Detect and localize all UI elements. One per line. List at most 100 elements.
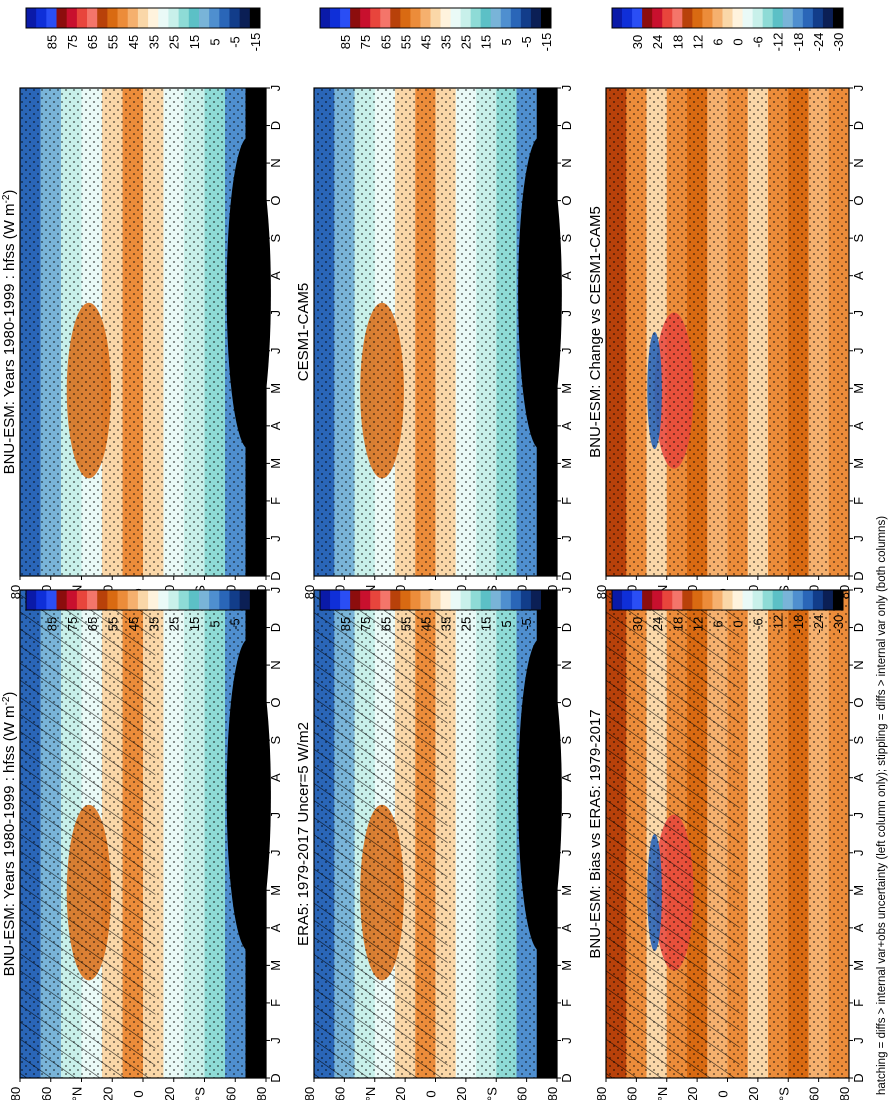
colorbar-swatch	[117, 590, 129, 610]
colorbar-swatch	[450, 590, 462, 610]
month-tick-label: O	[268, 196, 283, 206]
colorbar-label: -15	[248, 33, 263, 52]
colorbar-swatch	[480, 8, 492, 28]
colorbar-swatch	[652, 8, 663, 28]
colorbar-swatch	[390, 8, 401, 28]
colorbar-label: 25	[167, 617, 182, 631]
colorbar-frame	[611, 7, 844, 29]
month-tick-label: S	[559, 233, 574, 242]
panel-title: BNU-ESM: Years 1980-1999 : hfss (W m-2)	[1, 692, 19, 977]
lat-tick-label: 60	[39, 1087, 54, 1100]
colorbar-swatch	[500, 8, 512, 28]
colorbar-swatch	[662, 590, 673, 610]
month-tick-label: J	[559, 850, 574, 857]
colorbar-swatch	[812, 590, 824, 610]
lat-tick-label: °N	[70, 1087, 85, 1100]
month-tick-label: A	[559, 923, 574, 932]
colorbar-swatch	[510, 590, 522, 610]
colorbar-swatch	[530, 590, 542, 610]
lat-tick-label: °N	[363, 1087, 378, 1100]
colorbar-swatch	[722, 590, 733, 610]
month-tick-label: D	[559, 1073, 574, 1082]
colorbar-swatch	[370, 590, 381, 610]
colorbar-label: 6	[710, 620, 725, 627]
month-tick-label: A	[559, 421, 574, 430]
month-tick-label: S	[268, 735, 283, 744]
lat-tick-label: 80	[8, 1087, 23, 1100]
lat-tick-label: 20	[162, 1087, 177, 1100]
colorbar-swatch	[440, 590, 451, 610]
colorbar-label: 75	[65, 35, 80, 49]
hatching-overlay	[314, 590, 448, 1078]
panel-title: BNU-ESM: Change vs CESM1-CAM5	[587, 206, 604, 458]
colorbar-swatch	[792, 8, 804, 28]
month-tick-label: D	[851, 1073, 866, 1082]
month-tick-label: A	[851, 421, 866, 430]
stippling-overlay	[20, 88, 266, 576]
lat-tick-label: 80	[837, 1087, 852, 1100]
lat-tick-label: 60	[223, 1087, 238, 1100]
month-tick-label: F	[268, 999, 283, 1007]
month-tick-label: J	[851, 1037, 866, 1044]
colorbar-label: 12	[690, 617, 705, 631]
colorbar-label: 24	[650, 35, 665, 49]
month-tick-label: M	[851, 383, 866, 394]
colorbar-label: 5	[207, 620, 222, 627]
month-tick-label: J	[851, 850, 866, 857]
colorbar-swatch	[682, 590, 693, 610]
month-tick-label: J	[268, 85, 283, 92]
colorbar-label: 18	[670, 617, 685, 631]
colorbar-label: -5	[228, 618, 243, 630]
month-tick-label: D	[268, 571, 283, 580]
month-tick-label: A	[268, 923, 283, 932]
month-tick-label: J	[559, 310, 574, 317]
colorbar-swatch	[168, 590, 180, 610]
colorbar-swatch	[66, 8, 78, 28]
lat-tick-label: 0	[424, 1090, 439, 1097]
colorbar-label: 24	[650, 617, 665, 631]
colorbar-swatch	[762, 8, 774, 28]
lat-tick-label: 60	[624, 1087, 639, 1100]
month-tick-label: M	[851, 960, 866, 971]
colorbar-swatch	[380, 8, 391, 28]
colorbar: 85 75 65 55 45 35 25 15 5 -5 -15	[319, 7, 554, 51]
colorbar: 85 75 65 55 45 35 25 15 5 -5 -15	[319, 589, 554, 634]
colorbar-label: -15	[539, 615, 554, 634]
lat-tick-label: °S	[776, 1087, 791, 1100]
month-tick-label: J	[559, 587, 574, 594]
colorbar-swatch	[360, 590, 371, 610]
month-tick-label: A	[268, 773, 283, 782]
colorbar-swatch	[662, 8, 673, 28]
lat-tick-label: 20	[685, 1087, 700, 1100]
colorbar-label: 65	[85, 35, 100, 49]
month-tick-label: D	[851, 623, 866, 632]
month-tick-label: J	[559, 1037, 574, 1044]
colorbar-swatch	[480, 590, 492, 610]
colorbar-swatch	[148, 8, 159, 28]
colorbar-swatch	[470, 8, 482, 28]
lat-tick-label: °S	[484, 1087, 499, 1100]
colorbar-label: -12	[771, 33, 786, 52]
colorbar-swatch	[26, 590, 37, 610]
panel-title: BNU-ESM: Bias vs ERA5: 1979-2017	[587, 709, 604, 958]
colorbar-swatch	[148, 590, 159, 610]
month-tick-label: S	[851, 735, 866, 744]
month-tick-label: J	[851, 587, 866, 594]
colorbar-swatch	[772, 590, 784, 610]
colorbar-swatch	[76, 590, 88, 610]
colorbar-label: -6	[751, 36, 766, 48]
colorbar-swatch	[168, 8, 180, 28]
colorbar-label: 30	[630, 617, 645, 631]
month-tick-label: J	[268, 812, 283, 819]
colorbar-label: 65	[378, 617, 393, 631]
month-tick-label: J	[559, 535, 574, 542]
colorbar-label: -5	[519, 618, 534, 630]
colorbar-swatch	[340, 590, 351, 610]
colorbar-swatch	[370, 8, 381, 28]
colorbar-label: -5	[519, 36, 534, 48]
colorbar-swatch	[530, 8, 542, 28]
lat-tick-label: 80	[254, 1087, 269, 1100]
colorbar-label: 0	[731, 38, 746, 45]
colorbar-swatch	[209, 8, 220, 28]
colorbar-swatch	[107, 8, 118, 28]
